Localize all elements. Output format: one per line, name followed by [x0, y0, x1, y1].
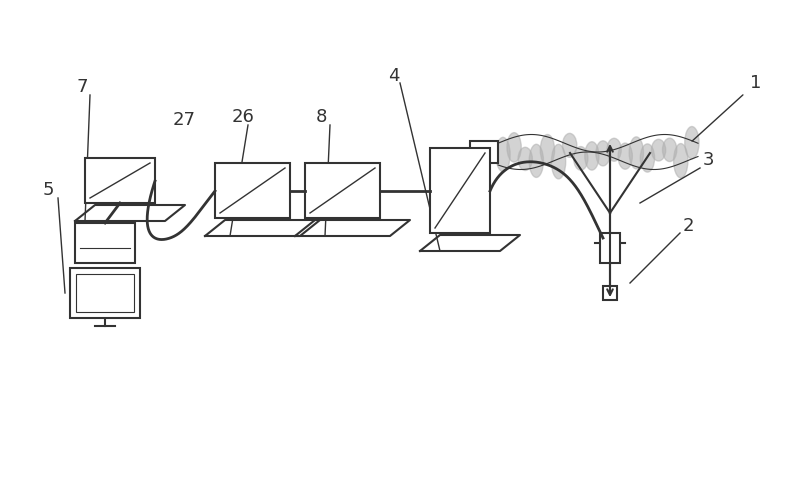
Bar [70, 268, 140, 318]
Bar [603, 286, 617, 300]
Bar [430, 148, 490, 233]
Polygon shape [295, 220, 410, 236]
Ellipse shape [640, 144, 654, 172]
Text: 27: 27 [173, 111, 196, 129]
Bar [600, 233, 620, 263]
Ellipse shape [674, 143, 688, 178]
Ellipse shape [651, 139, 666, 161]
Text: 5: 5 [43, 181, 54, 199]
Ellipse shape [507, 133, 522, 162]
Ellipse shape [662, 138, 677, 161]
Text: 4: 4 [388, 67, 399, 85]
Bar [215, 163, 290, 218]
Ellipse shape [607, 138, 622, 161]
Ellipse shape [618, 143, 632, 169]
Text: 2: 2 [683, 217, 694, 235]
Polygon shape [75, 205, 185, 221]
Ellipse shape [685, 127, 699, 159]
Polygon shape [205, 220, 320, 236]
Bar [85, 158, 155, 203]
Text: 1: 1 [750, 74, 762, 92]
Ellipse shape [496, 137, 510, 172]
Ellipse shape [562, 133, 577, 157]
Bar [76, 274, 134, 312]
Ellipse shape [585, 142, 599, 170]
Text: 8: 8 [316, 108, 327, 126]
Ellipse shape [596, 141, 610, 166]
Text: 26: 26 [232, 108, 255, 126]
Ellipse shape [629, 137, 643, 169]
Ellipse shape [518, 147, 532, 171]
Text: 7: 7 [76, 78, 87, 96]
Ellipse shape [574, 146, 588, 170]
Ellipse shape [551, 144, 566, 179]
Ellipse shape [540, 134, 554, 165]
Ellipse shape [529, 144, 543, 178]
Bar [470, 141, 498, 163]
Bar [75, 223, 135, 263]
Bar [305, 163, 380, 218]
Polygon shape [420, 235, 520, 251]
Text: 3: 3 [703, 151, 714, 169]
